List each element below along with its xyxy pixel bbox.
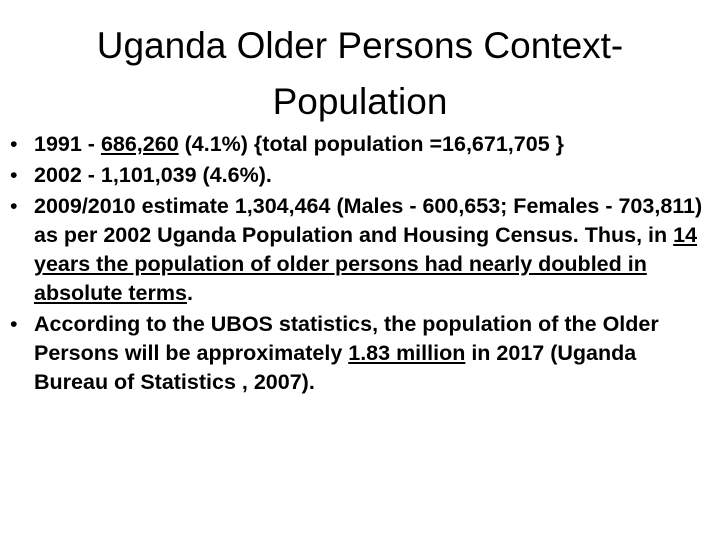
bullet-list: • 1991 - 686,260 (4.1%) {total populatio…: [10, 130, 710, 399]
slide-title-line-1: Uganda Older Persons Context-: [96, 25, 624, 66]
bullet-text: 1991 -: [34, 132, 101, 156]
bullet-text: 2002 - 1,101,039 (4.6%).: [34, 163, 272, 187]
bullet-text: (4.1%) {total population =16,671,705 }: [178, 132, 564, 156]
bullet-item-1991: • 1991 - 686,260 (4.1%) {total populatio…: [10, 130, 710, 159]
underlined-value: 1.83 million: [348, 341, 466, 365]
slide-title-line-2: Population: [272, 81, 448, 122]
bullet-text: 2009/2010 estimate 1,304,464 (Males - 60…: [34, 194, 703, 247]
bullet-icon: •: [10, 194, 18, 218]
bullet-text: According to the UBOS statistics, the po…: [34, 312, 659, 365]
bullet-text: in 2017 (Uganda Bureau of Statistics , 2…: [34, 341, 637, 394]
bullet-text: .: [186, 281, 193, 305]
slide-title: Uganda Older Persons Context- Population: [36, 18, 684, 130]
bullet-item-2009-2010: • 2009/2010 estimate 1,304,464 (Males - …: [10, 192, 710, 308]
bullet-icon: •: [10, 132, 18, 156]
bullet-icon: •: [10, 312, 18, 336]
bullet-item-2002: • 2002 - 1,101,039 (4.6%).: [10, 161, 710, 190]
bullet-icon: •: [10, 163, 18, 187]
bullet-item-ubos: • According to the UBOS statistics, the …: [10, 310, 710, 397]
underlined-statement: 14 years the population of older persons…: [34, 223, 698, 305]
underlined-value: 686,260: [100, 132, 179, 156]
